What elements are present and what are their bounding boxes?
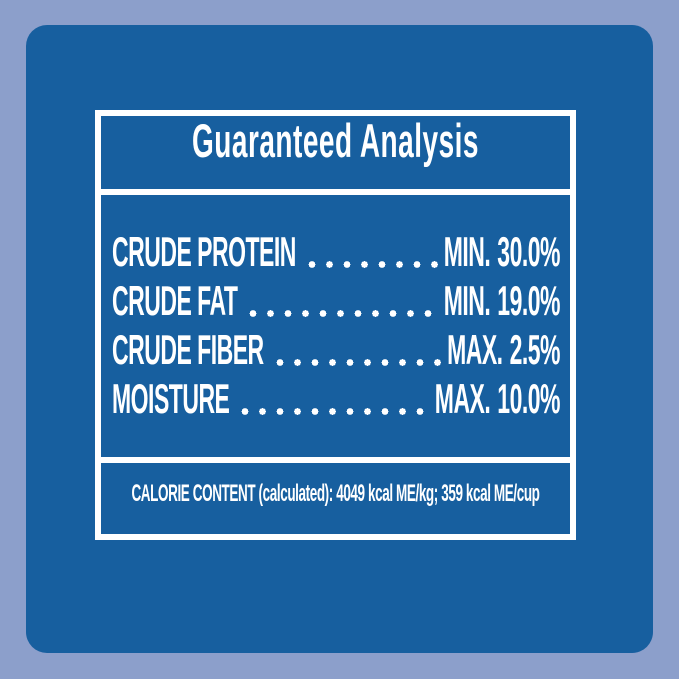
nutrient-name: CRUDE FIBER xyxy=(112,326,264,374)
analysis-box: Guaranteed Analysis CRUDE PROTEIN MIN. 30… xyxy=(95,110,576,540)
dot-leader xyxy=(303,261,439,268)
basis-label: MIN. xyxy=(443,228,491,276)
dot-leader xyxy=(271,359,443,366)
nutrient-name: CRUDE FAT xyxy=(112,277,238,325)
header-section: Guaranteed Analysis xyxy=(101,114,570,189)
table-row-crude-protein: CRUDE PROTEIN MIN. 30.0% xyxy=(112,228,560,277)
nutrient-value: MAX. 10.0% xyxy=(434,375,561,424)
table-row-crude-fat: CRUDE FAT MIN. 19.0% xyxy=(112,277,560,326)
dot-leader xyxy=(237,408,430,415)
dot-leader xyxy=(245,310,439,317)
nutrient-name: CRUDE PROTEIN xyxy=(112,228,296,276)
footer-divider xyxy=(101,457,570,463)
value-label: 2.5% xyxy=(509,326,561,374)
basis-label: MIN. xyxy=(443,277,491,325)
calorie-statement: CALORIE CONTENT (calculated): 4049 kcal … xyxy=(131,479,540,506)
table-row-moisture: MOISTURE MAX. 10.0% xyxy=(112,375,560,424)
basis-label: MAX. xyxy=(434,375,491,423)
analysis-table: CRUDE PROTEIN MIN. 30.0% CRUDE FAT MIN. 19… xyxy=(101,195,570,457)
nutrient-value: MIN. 19.0% xyxy=(443,277,561,326)
value-label: 10.0% xyxy=(497,375,560,423)
footer-section: CALORIE CONTENT (calculated): 4049 kcal … xyxy=(101,463,570,534)
header-divider xyxy=(101,189,570,195)
value-label: 19.0% xyxy=(497,277,560,325)
nutrient-value: MIN. 30.0% xyxy=(443,228,561,277)
nutrient-name: MOISTURE xyxy=(112,375,230,423)
table-row-crude-fiber: CRUDE FIBER MAX. 2.5% xyxy=(112,326,561,375)
guaranteed-analysis-panel: Guaranteed Analysis CRUDE PROTEIN MIN. 30… xyxy=(26,25,653,653)
basis-label: MAX. xyxy=(447,326,503,374)
nutrient-value: MAX. 2.5% xyxy=(447,326,560,375)
value-label: 30.0% xyxy=(497,228,560,276)
page-title: Guaranteed Analysis xyxy=(191,114,479,167)
